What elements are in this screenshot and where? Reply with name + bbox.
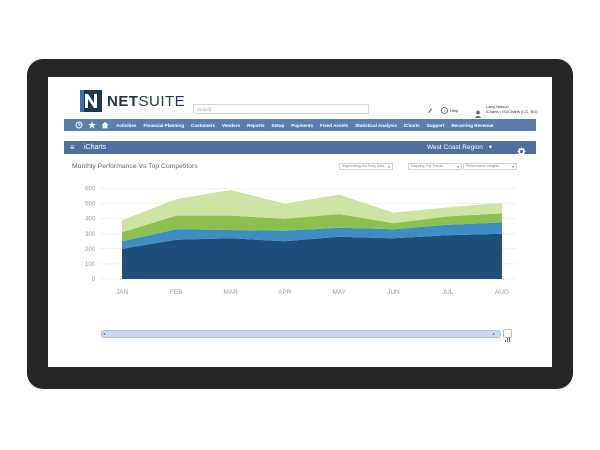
range-handle-left[interactable]: ◂ [103,331,106,336]
gear-icon[interactable] [517,143,526,156]
y-tick-label: 300 [85,232,96,238]
logo-wordmark: NETSUITE [107,93,185,110]
area-chart: 0 100 200 300 400 500 600 JAN FEB MAR APR MAY JUN JUL… [85,187,516,296]
x-tick-label: APR [278,289,292,296]
nav-items: Activities Financial Planning Customers Ven… [116,123,500,128]
netsuite-logo[interactable]: NETSUITE [80,90,185,112]
logo-word-light: SUITE [138,92,186,110]
page-header-bar: ≡ iCharts West Coast Region ▾ [64,141,536,156]
chevron-down-icon: ▾ [488,144,492,151]
help-icon[interactable]: ? [440,106,448,114]
y-tick-label: 100 [85,262,96,268]
nav-item[interactable]: Fixed Assets [320,122,349,128]
region-label: West Coast Region [427,144,483,151]
star-icon[interactable] [87,120,97,130]
x-tick-label: JUL [442,289,454,296]
nav-item[interactable]: Setup [271,122,285,128]
header-tools: ? Help [426,105,458,115]
chart-range-scrollbar[interactable]: ◂ ▸ [101,330,501,338]
area-series-1[interactable] [122,233,502,279]
x-tick-label: MAR [223,289,238,296]
create-new-icon[interactable] [426,106,434,114]
x-tick-label: AUG [495,289,509,296]
x-tick-label: FEB [170,289,183,296]
y-tick-label: 200 [85,247,96,253]
app-screen: NETSUITE Search ? Help Larry Nelson iCha… [48,77,552,367]
segmenting-dropdown[interactable]: Segmenting 3rd Party Data ▾ [339,163,393,170]
range-handle-right[interactable]: ▸ [493,331,496,336]
y-tick-label: 500 [85,202,96,208]
chart-title: Monthly Performance Vs Top Competitors [72,163,198,170]
search-input[interactable]: Search [193,104,369,114]
nav-item[interactable]: Statistical Analysis [355,122,397,128]
nav-item[interactable]: Activities [116,122,137,128]
nav-item[interactable]: Financial Planning [143,122,185,128]
area-series-4[interactable] [122,190,502,233]
home-icon[interactable] [100,120,110,130]
page-title: iCharts [84,144,107,151]
help-label[interactable]: Help [450,107,459,113]
area-series-3[interactable] [122,213,502,242]
user-avatar-icon[interactable] [474,105,482,118]
chevron-down-icon: ▾ [387,164,390,169]
nav-item[interactable]: iCharts [403,122,420,128]
logo-mark-icon [80,90,102,112]
recent-icon[interactable] [74,120,84,130]
nav-item[interactable]: Payments [291,122,314,128]
nav-item[interactable]: Support [426,122,445,128]
mapping-dropdown[interactable]: Mapping The Trends ▾ [408,163,462,170]
search-placeholder: Search [197,107,212,112]
chevron-down-icon: ▾ [456,164,459,169]
y-tick-label: 400 [85,217,96,223]
dropdown-label: Segmenting 3rd Party Data [342,164,385,168]
chevron-down-icon: ▾ [511,164,514,169]
x-tick-label: MAY [332,289,346,296]
y-tick-label: 0 [92,277,96,283]
nav-item[interactable]: Recurring Revenue [451,122,494,128]
nav-item[interactable]: Vendors [222,122,241,128]
x-tick-label: JUN [387,289,400,296]
logo-word-bold: NET [107,92,139,110]
svg-text:?: ? [443,108,446,113]
menu-icon[interactable]: ≡ [70,143,75,152]
area-series-2[interactable] [122,222,502,249]
nav-item[interactable]: Reports [247,122,265,128]
dropdown-label: Mapping The Trends [411,164,444,168]
dropdown-label: Performance Insights [466,164,500,168]
performance-dropdown[interactable]: Performance Insights ▾ [463,163,517,170]
user-menu[interactable]: Larry Nelson iCharts • iSoCharts (CO, BG… [486,104,538,114]
region-select[interactable]: West Coast Region ▾ [427,143,492,152]
x-tick-label: JAN [116,289,129,296]
main-nav: Activities Financial Planning Customers Ven… [64,119,536,131]
user-role: iCharts • iSoCharts (CO, BG) [486,109,538,114]
user-name: Larry Nelson [486,104,509,109]
chart-type-icon[interactable] [503,329,512,342]
y-tick-label: 600 [85,187,96,193]
nav-item[interactable]: Customers [191,122,216,128]
